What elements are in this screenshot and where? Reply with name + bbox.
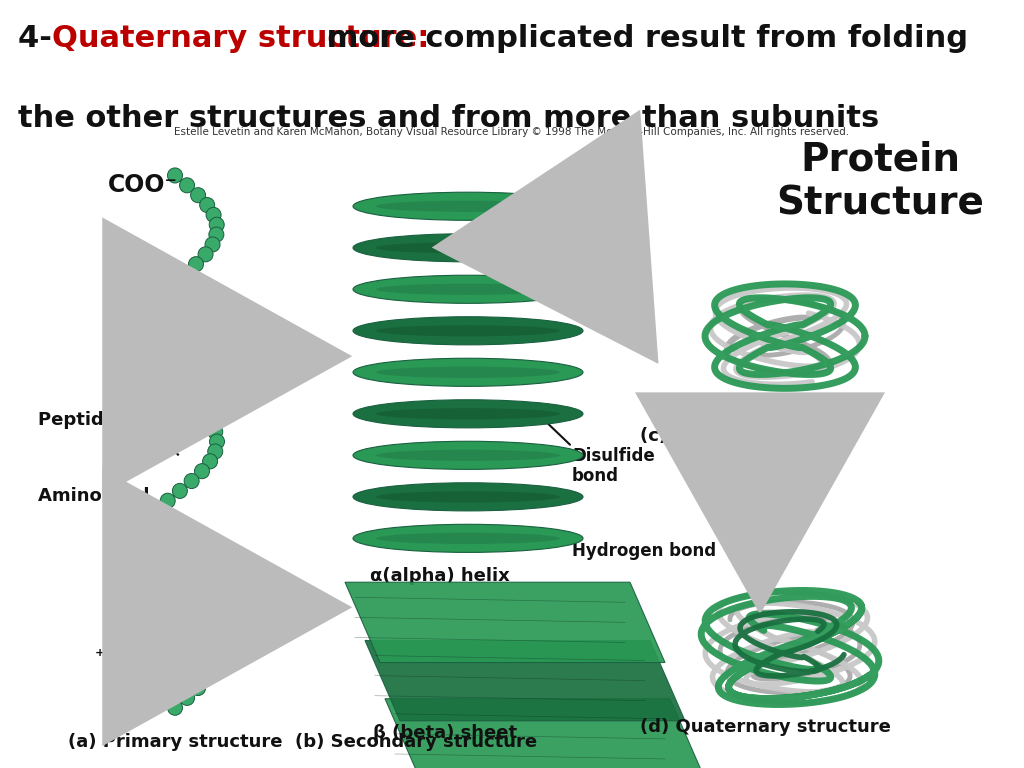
Circle shape bbox=[209, 227, 224, 242]
Circle shape bbox=[188, 257, 204, 272]
Circle shape bbox=[160, 493, 175, 508]
Text: COO⁻: COO⁻ bbox=[108, 174, 178, 197]
Circle shape bbox=[195, 464, 210, 478]
Circle shape bbox=[154, 286, 168, 301]
Text: (b) Secondary structure: (b) Secondary structure bbox=[295, 733, 538, 751]
Circle shape bbox=[208, 424, 223, 439]
Circle shape bbox=[142, 572, 158, 587]
Circle shape bbox=[209, 641, 224, 656]
Circle shape bbox=[172, 385, 187, 400]
Text: 4-: 4- bbox=[18, 24, 62, 52]
Circle shape bbox=[203, 454, 217, 468]
Ellipse shape bbox=[353, 442, 583, 469]
Text: Amino acid: Amino acid bbox=[38, 487, 150, 505]
Ellipse shape bbox=[376, 533, 560, 544]
Circle shape bbox=[168, 700, 182, 715]
Polygon shape bbox=[385, 699, 705, 768]
Ellipse shape bbox=[353, 316, 583, 345]
Text: β (beta) sheet: β (beta) sheet bbox=[373, 723, 517, 742]
Circle shape bbox=[127, 533, 141, 548]
Text: (c) Tertiary structure: (c) Tertiary structure bbox=[640, 426, 852, 445]
Circle shape bbox=[128, 316, 143, 331]
Circle shape bbox=[195, 405, 210, 419]
Circle shape bbox=[127, 336, 141, 350]
Text: Peptide bond: Peptide bond bbox=[38, 412, 173, 429]
Circle shape bbox=[154, 582, 168, 597]
Circle shape bbox=[134, 562, 148, 578]
Circle shape bbox=[138, 513, 154, 528]
Circle shape bbox=[134, 306, 148, 321]
Ellipse shape bbox=[376, 200, 560, 212]
Circle shape bbox=[190, 680, 206, 696]
Ellipse shape bbox=[353, 275, 583, 303]
Circle shape bbox=[203, 415, 217, 429]
Ellipse shape bbox=[353, 483, 583, 511]
Text: Quaternary structure:: Quaternary structure: bbox=[52, 24, 430, 52]
Text: α(alpha) helix: α(alpha) helix bbox=[370, 567, 510, 585]
Text: Estelle Levetin and Karen McMahon, Botany Visual Resource Library © 1998 The McG: Estelle Levetin and Karen McMahon, Botan… bbox=[174, 127, 850, 137]
Circle shape bbox=[184, 395, 199, 409]
Text: ⁺H₃N: ⁺H₃N bbox=[95, 647, 146, 667]
Text: (a) Primary structure: (a) Primary structure bbox=[68, 733, 283, 751]
Circle shape bbox=[198, 247, 213, 262]
Circle shape bbox=[205, 237, 220, 252]
Text: Disulfide
bond: Disulfide bond bbox=[572, 447, 654, 485]
Circle shape bbox=[200, 197, 215, 213]
Circle shape bbox=[179, 177, 195, 193]
Circle shape bbox=[206, 660, 221, 676]
Circle shape bbox=[198, 621, 213, 637]
Circle shape bbox=[168, 168, 182, 183]
Circle shape bbox=[138, 356, 154, 370]
Circle shape bbox=[126, 542, 140, 558]
Text: more complicated result from folding: more complicated result from folding bbox=[316, 24, 969, 52]
Polygon shape bbox=[345, 582, 665, 663]
Text: Protein
Structure: Protein Structure bbox=[776, 141, 984, 222]
Circle shape bbox=[172, 483, 187, 498]
Circle shape bbox=[184, 474, 199, 488]
Circle shape bbox=[177, 266, 193, 282]
Circle shape bbox=[209, 217, 224, 232]
Circle shape bbox=[177, 601, 193, 617]
Circle shape bbox=[200, 670, 215, 686]
Circle shape bbox=[179, 690, 195, 706]
Text: (d) Quaternary structure: (d) Quaternary structure bbox=[640, 718, 891, 736]
Circle shape bbox=[131, 523, 146, 538]
Circle shape bbox=[128, 552, 143, 568]
Ellipse shape bbox=[376, 325, 560, 336]
Circle shape bbox=[209, 651, 224, 666]
Ellipse shape bbox=[353, 358, 583, 386]
Ellipse shape bbox=[376, 283, 560, 295]
Text: Hydrogen bond: Hydrogen bond bbox=[572, 542, 716, 560]
Circle shape bbox=[148, 365, 164, 380]
Circle shape bbox=[142, 296, 158, 311]
Circle shape bbox=[165, 276, 180, 291]
Ellipse shape bbox=[376, 408, 560, 419]
Circle shape bbox=[126, 326, 140, 341]
Ellipse shape bbox=[353, 233, 583, 262]
Circle shape bbox=[210, 434, 224, 449]
Ellipse shape bbox=[376, 450, 560, 461]
Ellipse shape bbox=[353, 192, 583, 220]
Circle shape bbox=[188, 611, 204, 627]
Circle shape bbox=[148, 503, 164, 518]
Ellipse shape bbox=[353, 400, 583, 428]
Ellipse shape bbox=[376, 242, 560, 253]
Ellipse shape bbox=[376, 366, 560, 378]
Circle shape bbox=[165, 592, 180, 607]
Polygon shape bbox=[365, 641, 685, 721]
Circle shape bbox=[206, 207, 221, 223]
Ellipse shape bbox=[376, 492, 560, 502]
Circle shape bbox=[131, 346, 146, 360]
Ellipse shape bbox=[353, 525, 583, 552]
Circle shape bbox=[208, 444, 223, 459]
Circle shape bbox=[205, 631, 220, 647]
Circle shape bbox=[160, 375, 175, 390]
Text: the other structures and from more than subunits: the other structures and from more than … bbox=[18, 104, 880, 134]
Circle shape bbox=[190, 187, 206, 203]
